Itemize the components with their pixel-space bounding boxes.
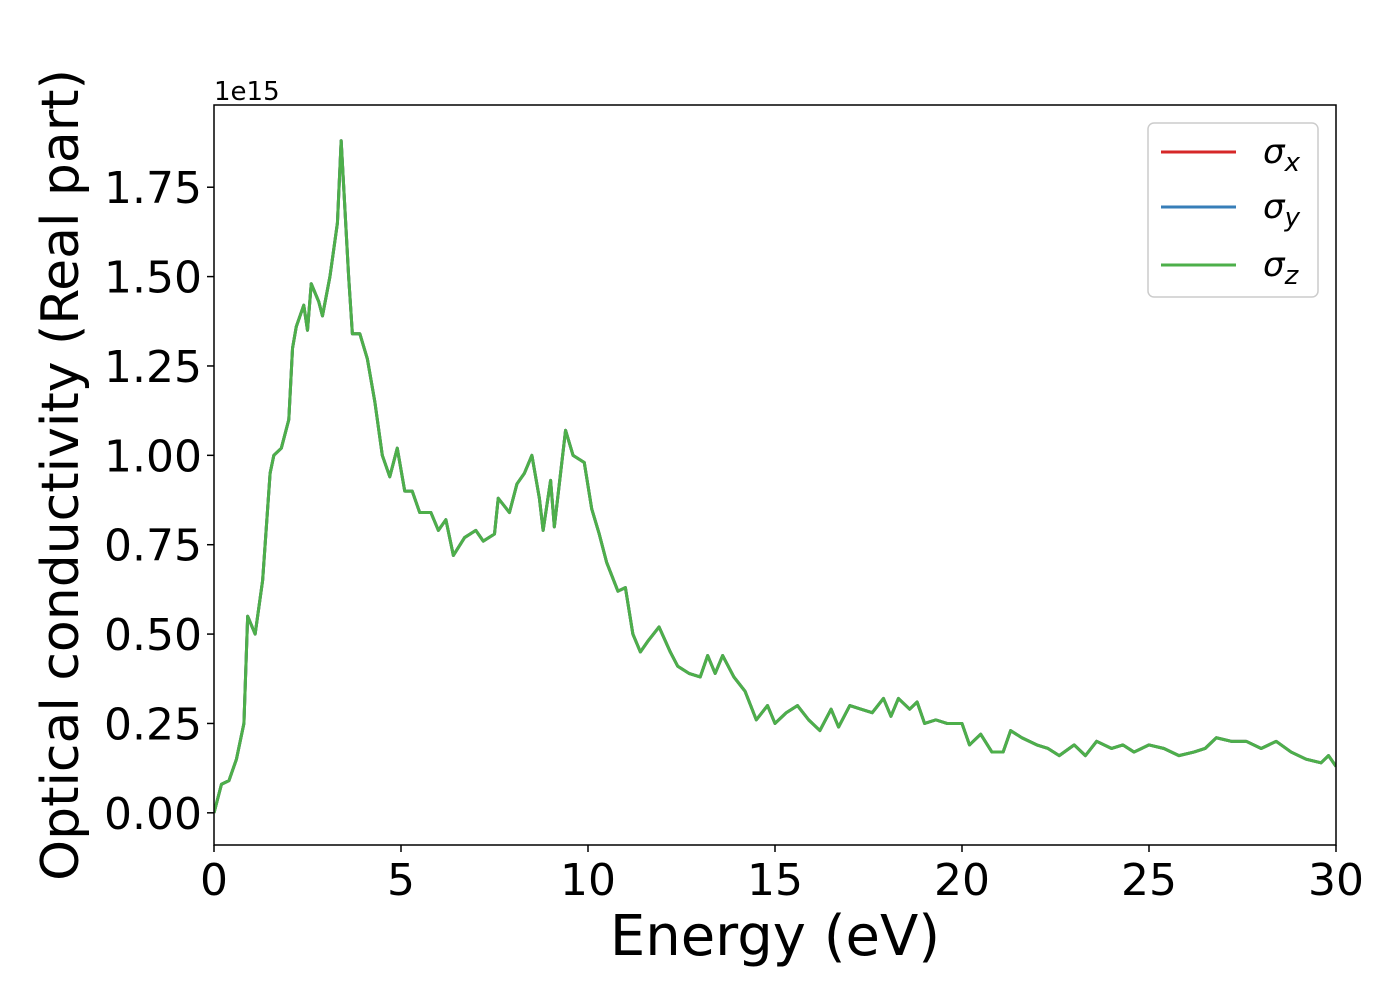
- legend-label: σy: [1263, 187, 1301, 233]
- legend-label: σx: [1263, 132, 1301, 178]
- y-tick-label: 1.50: [104, 253, 202, 304]
- series-line: [214, 139, 1336, 814]
- legend-label: σz: [1263, 245, 1300, 291]
- y-tick-label: 1.75: [104, 163, 202, 214]
- y-tick-label: 0.25: [104, 699, 202, 750]
- y-tick-label: 0.00: [104, 789, 202, 840]
- y-tick-label: 0.75: [104, 521, 202, 572]
- y-tick-label: 0.50: [104, 610, 202, 661]
- x-tick-label: 30: [1308, 855, 1364, 906]
- plot-area: [214, 139, 1336, 814]
- x-tick-label: 20: [934, 855, 990, 906]
- y-tick-label: 1.25: [104, 342, 202, 393]
- offset-text: 1e15: [214, 77, 280, 107]
- x-axis-label: Energy (eV): [610, 904, 940, 969]
- plot-frame: [213, 104, 1337, 846]
- x-tick-label: 10: [560, 855, 616, 906]
- y-tick-label: 1.00: [104, 431, 202, 482]
- x-tick-label: 15: [747, 855, 803, 906]
- x-tick-label: 0: [200, 855, 228, 906]
- x-tick-label: 25: [1121, 855, 1177, 906]
- legend-box: [1147, 122, 1319, 298]
- y-axis-label: Optical conductivity (Real part): [31, 69, 91, 881]
- x-tick-label: 5: [387, 855, 415, 906]
